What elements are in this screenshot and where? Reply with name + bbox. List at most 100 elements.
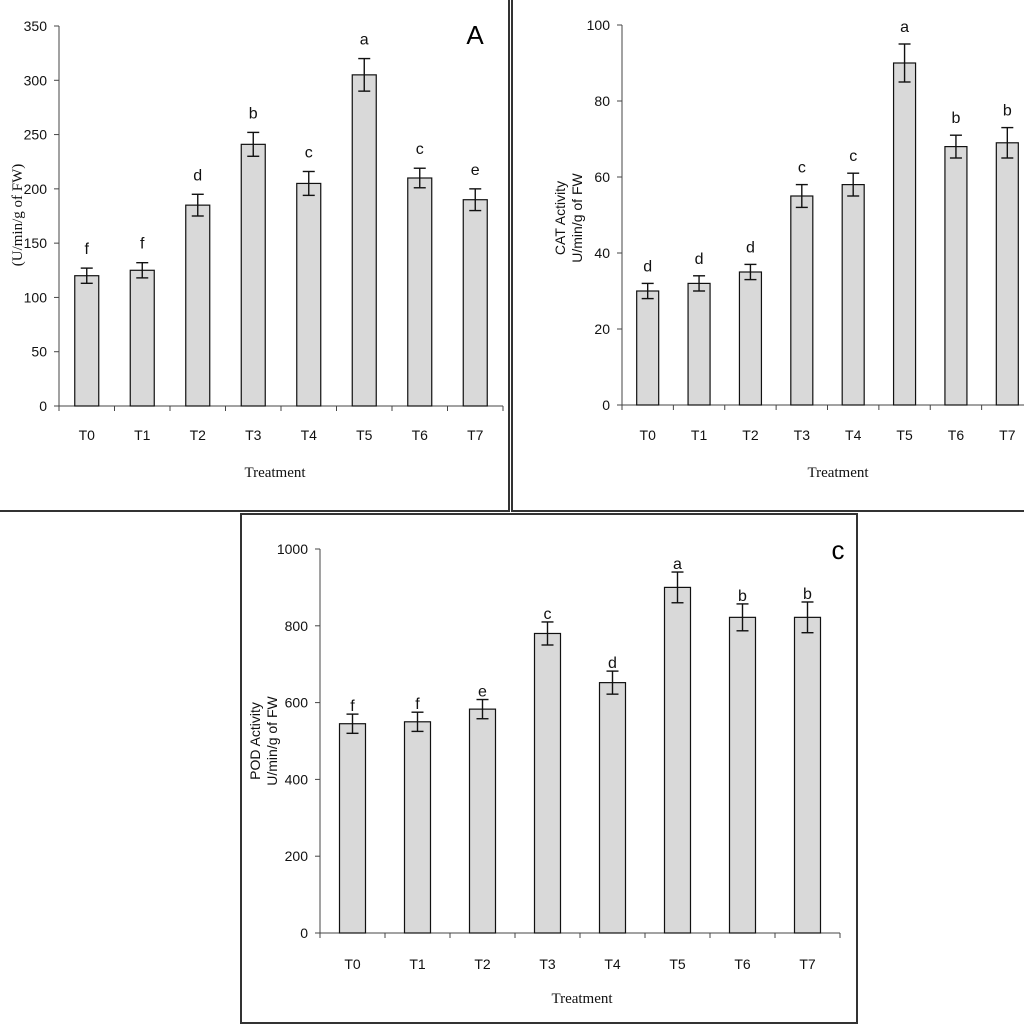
bar-T0	[338, 723, 367, 934]
significance-letter: e	[471, 162, 480, 179]
x-tick-label: T6	[948, 427, 965, 443]
chart-panel-b: 0 20 40 60 80 100 d T0 d T1 d T2 c T3 c T4 a T5 b T6 b T7 Trea…	[511, 0, 1024, 512]
significance-letter: b	[1003, 103, 1012, 120]
x-axis-title: Treatment	[244, 465, 306, 481]
bar-T6	[944, 146, 968, 406]
x-tick-label: T2	[190, 427, 207, 443]
y-axis-title: (U/min/g of FW)	[10, 164, 26, 267]
y-tick-label: 800	[285, 618, 309, 634]
significance-letter: d	[608, 655, 617, 672]
y-tick-label: 150	[24, 235, 48, 251]
significance-letter: b	[951, 110, 960, 127]
bar-T1	[129, 269, 155, 407]
x-tick-label: T7	[467, 427, 484, 443]
bar-T2	[468, 708, 497, 934]
bar-T0	[74, 275, 100, 407]
bar-T4	[598, 682, 627, 934]
significance-letter: d	[695, 251, 704, 268]
y-tick-label: 200	[24, 181, 48, 197]
bar-T3	[240, 143, 266, 407]
significance-letter: c	[849, 148, 857, 165]
significance-letter: d	[746, 239, 755, 256]
chart-b-svg: 0 20 40 60 80 100 d T0 d T1 d T2 c T3 c T4 a T5 b T6 b T7 Trea…	[552, 17, 1024, 481]
y-tick-label: 60	[594, 169, 610, 185]
bar-T0	[636, 290, 660, 406]
y-tick-label: 100	[24, 289, 48, 305]
x-tick-label: T0	[344, 956, 361, 972]
y-tick-label: 300	[24, 72, 48, 88]
bar-T3	[790, 195, 814, 406]
significance-letter: a	[360, 32, 369, 49]
y-tick-label: 20	[594, 321, 610, 337]
significance-letter: b	[249, 105, 258, 122]
bar-T5	[351, 74, 377, 407]
y-tick-label: 1000	[277, 541, 308, 557]
y-tick-label: 40	[594, 245, 610, 261]
x-tick-label: T1	[134, 427, 151, 443]
significance-letter: e	[478, 684, 487, 701]
significance-letter: b	[738, 588, 747, 605]
y-axis-unit: U/min/g of FW	[264, 695, 280, 785]
x-tick-label: T4	[604, 956, 621, 972]
x-tick-label: T2	[474, 956, 491, 972]
x-tick-label: T7	[999, 427, 1016, 443]
x-tick-label: T6	[412, 427, 429, 443]
y-axis-title: CAT Activity	[552, 181, 568, 255]
bar-T3	[533, 632, 562, 934]
x-tick-label: T5	[896, 427, 913, 443]
bar-T1	[687, 282, 711, 406]
significance-letter: c	[305, 144, 313, 161]
bar-T4	[841, 184, 865, 406]
chart-panel-a: 0 50 100 150 200 250 300 350 f T0 f T1 d T2 b T3 c T4 a T5 c…	[0, 0, 510, 512]
x-tick-label: T0	[79, 427, 96, 443]
x-tick-label: T5	[356, 427, 373, 443]
significance-letter: a	[900, 19, 909, 36]
bar-T7	[462, 199, 488, 407]
significance-letter: f	[350, 698, 355, 715]
x-tick-label: T1	[409, 956, 426, 972]
y-tick-label: 0	[39, 398, 47, 414]
bar-T2	[738, 271, 763, 406]
significance-letter: c	[544, 606, 552, 623]
x-axis-title: Treatment	[551, 991, 613, 1007]
chart-a-svg: 0 50 100 150 200 250 300 350 f T0 f T1 d T2 b T3 c T4 a T5 c…	[10, 18, 504, 481]
x-tick-label: T4	[301, 427, 318, 443]
y-tick-label: 400	[285, 771, 309, 787]
bar-T7	[793, 616, 822, 934]
y-tick-label: 0	[300, 925, 308, 941]
bar-T6	[407, 177, 433, 407]
significance-letter: f	[415, 696, 420, 713]
x-tick-label: T3	[539, 956, 556, 972]
bar-T1	[403, 721, 432, 934]
bar-T5	[892, 62, 917, 406]
bar-T7	[995, 142, 1019, 406]
x-tick-label: T7	[799, 956, 816, 972]
bar-T6	[728, 616, 757, 934]
panel-label: c	[832, 535, 845, 565]
y-tick-label: 600	[285, 695, 309, 711]
significance-letter: f	[140, 236, 145, 253]
x-tick-label: T3	[794, 427, 811, 443]
significance-letter: f	[85, 241, 90, 258]
x-tick-label: T2	[742, 427, 759, 443]
significance-letter: b	[803, 586, 812, 603]
chart-panel-c: 0 200 400 600 800 1000 f T0 f T1 e T2 c T3 d T4 a T5 b T6 b T…	[240, 513, 858, 1024]
bar-T5	[663, 586, 692, 934]
x-axis-title: Treatment	[807, 465, 869, 481]
x-tick-label: T5	[669, 956, 686, 972]
y-tick-label: 80	[594, 93, 610, 109]
y-axis-title: POD Activity	[247, 702, 263, 780]
x-tick-label: T1	[691, 427, 708, 443]
y-tick-label: 250	[24, 127, 48, 143]
x-tick-label: T0	[640, 427, 657, 443]
significance-letter: a	[673, 556, 682, 573]
x-tick-label: T3	[245, 427, 262, 443]
bar-T4	[296, 182, 322, 407]
y-tick-label: 200	[285, 848, 309, 864]
y-tick-label: 100	[587, 17, 611, 33]
significance-letter: c	[798, 160, 806, 177]
panel-label: A	[466, 20, 484, 50]
y-axis-unit: U/min/g of FW	[569, 172, 585, 262]
significance-letter: c	[416, 141, 424, 158]
significance-letter: d	[643, 258, 652, 275]
